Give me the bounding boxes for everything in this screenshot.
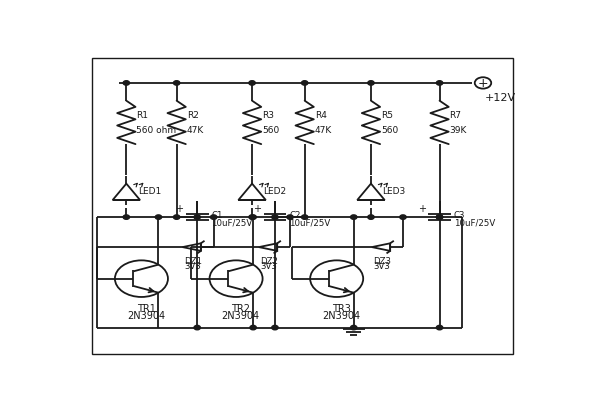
Text: R2: R2 xyxy=(186,111,199,120)
Text: TR2: TR2 xyxy=(231,303,250,314)
Circle shape xyxy=(272,216,278,220)
Text: +: + xyxy=(418,204,426,214)
Circle shape xyxy=(250,216,256,220)
Circle shape xyxy=(301,81,308,86)
Text: 560 ohm: 560 ohm xyxy=(136,126,176,135)
Circle shape xyxy=(173,81,180,86)
Text: R4: R4 xyxy=(314,111,327,120)
Text: 2N3904: 2N3904 xyxy=(322,310,360,320)
Circle shape xyxy=(437,81,442,86)
Circle shape xyxy=(155,216,162,220)
Text: C1: C1 xyxy=(211,211,223,220)
Text: TR1: TR1 xyxy=(136,303,155,314)
Text: 39K: 39K xyxy=(450,126,467,135)
Circle shape xyxy=(123,81,130,86)
Circle shape xyxy=(350,326,357,330)
Text: 3V3: 3V3 xyxy=(261,261,277,270)
Text: +: + xyxy=(175,204,183,214)
Circle shape xyxy=(368,216,374,220)
Text: R7: R7 xyxy=(450,111,461,120)
Text: +: + xyxy=(478,77,489,90)
Text: LED1: LED1 xyxy=(137,187,161,195)
Circle shape xyxy=(437,326,442,330)
Circle shape xyxy=(211,216,217,220)
Circle shape xyxy=(194,326,201,330)
Text: 3V3: 3V3 xyxy=(184,261,201,270)
Text: 10uF/25V: 10uF/25V xyxy=(289,218,330,227)
Text: R5: R5 xyxy=(381,111,393,120)
Circle shape xyxy=(250,326,256,330)
Text: 10uF/25V: 10uF/25V xyxy=(211,218,253,227)
Circle shape xyxy=(287,216,293,220)
Circle shape xyxy=(368,81,374,86)
Text: LED2: LED2 xyxy=(264,187,287,195)
Text: +: + xyxy=(253,204,261,214)
Text: 3V3: 3V3 xyxy=(373,261,391,270)
Circle shape xyxy=(249,216,255,220)
Text: C2: C2 xyxy=(289,211,301,220)
Text: DZ1: DZ1 xyxy=(183,256,202,265)
Circle shape xyxy=(123,216,130,220)
Text: DZ3: DZ3 xyxy=(373,256,391,265)
Circle shape xyxy=(400,216,406,220)
Circle shape xyxy=(301,216,308,220)
Text: 2N3904: 2N3904 xyxy=(127,310,165,320)
Text: TR3: TR3 xyxy=(332,303,350,314)
Text: 47K: 47K xyxy=(186,126,204,135)
Text: 10uF/25V: 10uF/25V xyxy=(454,218,495,227)
Circle shape xyxy=(272,326,278,330)
Circle shape xyxy=(249,81,255,86)
Circle shape xyxy=(437,216,442,220)
Text: 560: 560 xyxy=(262,126,280,135)
Text: 47K: 47K xyxy=(314,126,332,135)
Text: 560: 560 xyxy=(381,126,398,135)
Circle shape xyxy=(173,216,180,220)
Text: +12V: +12V xyxy=(485,92,516,103)
Text: LED3: LED3 xyxy=(382,187,406,195)
Text: DZ2: DZ2 xyxy=(260,256,278,265)
Circle shape xyxy=(350,216,357,220)
Text: 2N3904: 2N3904 xyxy=(222,310,260,320)
Text: C3: C3 xyxy=(454,211,466,220)
Circle shape xyxy=(194,216,201,220)
Text: R3: R3 xyxy=(262,111,274,120)
Circle shape xyxy=(437,216,442,220)
Text: R1: R1 xyxy=(136,111,149,120)
